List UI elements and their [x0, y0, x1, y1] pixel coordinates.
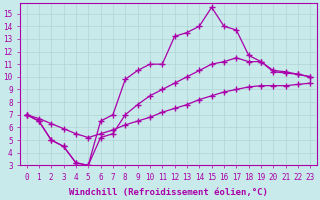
X-axis label: Windchill (Refroidissement éolien,°C): Windchill (Refroidissement éolien,°C) — [69, 188, 268, 197]
